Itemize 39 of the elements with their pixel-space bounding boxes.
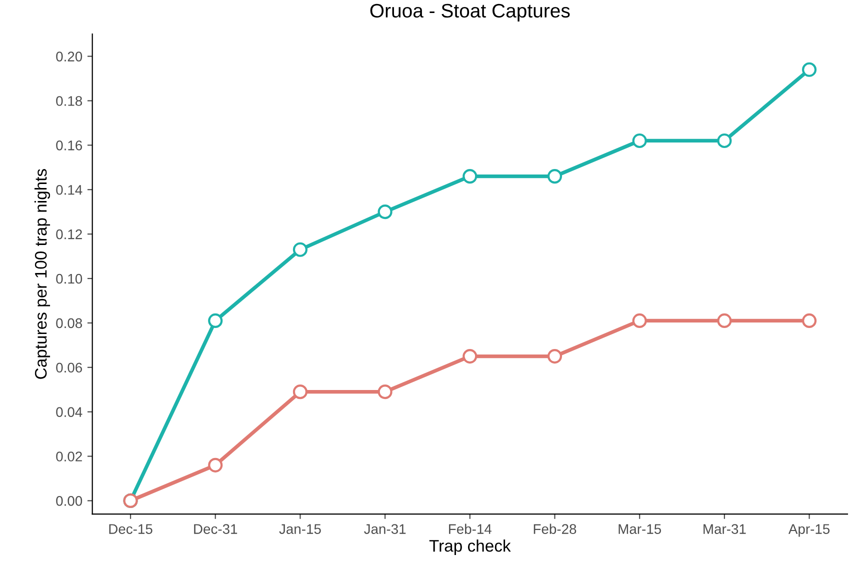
point	[462, 348, 478, 364]
x-tick-label: Jan-15	[279, 524, 321, 534]
point	[717, 133, 732, 148]
point	[632, 313, 647, 328]
x-tick-label: Mar-31	[704, 524, 746, 534]
x-tick-label: Jan-31	[364, 524, 406, 534]
y-tick-label: 0.10	[56, 274, 82, 284]
x-tick-label: Apr-15	[788, 524, 830, 537]
y-tick-label: 0.04	[56, 407, 82, 417]
x-tick-label: Dec-15	[109, 524, 152, 534]
y-tick-label: 0.16	[56, 140, 82, 150]
point	[378, 204, 392, 220]
y-axis-title: Captures per 100 trap nights	[34, 169, 50, 379]
y-tick-label: 0.08	[56, 318, 82, 328]
point	[378, 384, 392, 400]
point	[802, 62, 817, 77]
y-tick-label: 0.12	[56, 229, 82, 240]
x-tick-label: Feb-14	[449, 524, 492, 534]
y-tick-label: 0.18	[56, 96, 82, 106]
y-tick-label: 0.00	[56, 496, 82, 506]
y-tick-label: 0.06	[56, 362, 82, 373]
point	[292, 242, 308, 257]
y-tick-label: 0.14	[56, 184, 82, 195]
x-tick-label: Dec-31	[194, 524, 238, 534]
point	[208, 313, 223, 328]
y-tick-label: 0.02	[56, 452, 82, 462]
chart-title: Oruoa - Stoat Captures	[370, 4, 570, 22]
point	[802, 313, 817, 328]
x-tick-label: Mar-15	[618, 524, 662, 534]
point	[547, 348, 562, 364]
point	[717, 313, 732, 328]
point	[547, 168, 562, 184]
point	[292, 384, 308, 400]
point	[462, 168, 478, 184]
y-tick-label: 0.20	[56, 52, 82, 62]
x-axis-title: Trap check	[429, 539, 511, 556]
x-tick-label: Feb-28	[534, 524, 576, 534]
point	[208, 458, 223, 472]
point	[632, 133, 647, 148]
